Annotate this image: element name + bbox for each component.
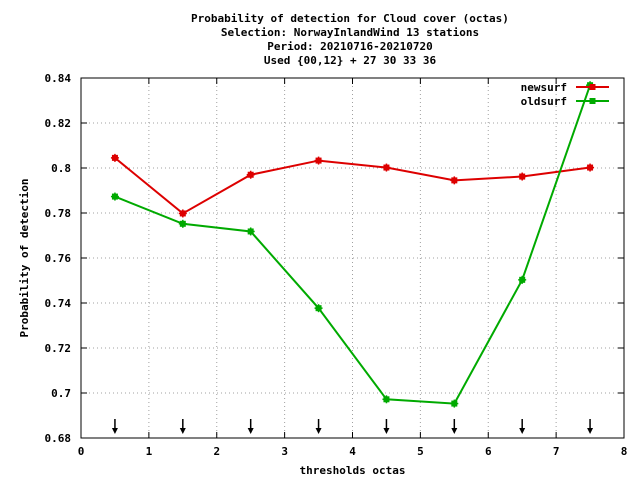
threshold-arrow <box>179 419 186 434</box>
legend-marker <box>589 98 596 104</box>
series-lines <box>110 81 595 408</box>
y-tick-label: 0.72 <box>45 342 72 355</box>
title-line: Used {00,12} + 27 30 33 36 <box>264 54 437 67</box>
threshold-arrows <box>111 419 594 434</box>
threshold-arrow-head <box>111 428 118 434</box>
threshold-arrow-head <box>451 428 458 434</box>
legend-label: newsurf <box>521 81 567 94</box>
y-tick-label: 0.78 <box>45 207 72 220</box>
threshold-arrow <box>247 419 254 434</box>
y-tick-label: 0.68 <box>45 432 72 445</box>
y-tick-label: 0.7 <box>51 387 71 400</box>
title-line: Selection: NorwayInlandWind 13 stations <box>221 26 479 39</box>
y-tick-label: 0.74 <box>45 297 72 310</box>
axis-ticks: 0 1 2 3 4 5 6 7 8 0.68 0.7 0.72 0.74 0.76 0.78 0.8 0.82 0… <box>45 72 628 458</box>
y-tick-label: 0.8 <box>51 162 71 175</box>
legend-item-oldsurf: oldsurf <box>521 95 609 108</box>
threshold-arrow-head <box>247 428 254 434</box>
legend-label: oldsurf <box>521 95 567 108</box>
threshold-arrow-head <box>587 428 594 434</box>
threshold-arrow-head <box>179 428 186 434</box>
x-tick-label: 0 <box>78 445 85 458</box>
series-line-oldsurf <box>114 84 592 405</box>
y-tick-label: 0.82 <box>45 117 72 130</box>
title-line: Period: 20210716-20210720 <box>267 40 433 53</box>
threshold-arrow <box>383 419 390 434</box>
y-tick-label: 0.84 <box>45 72 72 85</box>
y-tick-label: 0.76 <box>45 252 72 265</box>
threshold-arrow <box>111 419 118 434</box>
threshold-arrow-head <box>519 428 526 434</box>
title-line: Probability of detection for Cloud cover… <box>191 12 509 25</box>
legend-marker <box>589 84 596 90</box>
x-tick-label: 5 <box>417 445 424 458</box>
threshold-arrow <box>315 419 322 434</box>
x-tick-label: 1 <box>146 445 153 458</box>
chart-title: Probability of detection for Cloud cover… <box>191 12 509 67</box>
x-tick-label: 7 <box>553 445 560 458</box>
x-tick-label: 2 <box>213 445 220 458</box>
x-tick-label: 3 <box>281 445 288 458</box>
threshold-arrow <box>451 419 458 434</box>
threshold-arrow <box>519 419 526 434</box>
y-axis-label: Probability of detection <box>18 179 31 338</box>
legend-item-newsurf: newsurf <box>521 81 609 94</box>
threshold-arrow-head <box>383 428 390 434</box>
x-axis-label: thresholds octas <box>300 464 406 477</box>
series-line-newsurf <box>114 157 591 215</box>
threshold-arrow <box>587 419 594 434</box>
x-tick-label: 4 <box>349 445 356 458</box>
threshold-arrow-head <box>315 428 322 434</box>
grid-lines <box>81 78 624 438</box>
x-tick-label: 8 <box>621 445 628 458</box>
x-tick-label: 6 <box>485 445 492 458</box>
